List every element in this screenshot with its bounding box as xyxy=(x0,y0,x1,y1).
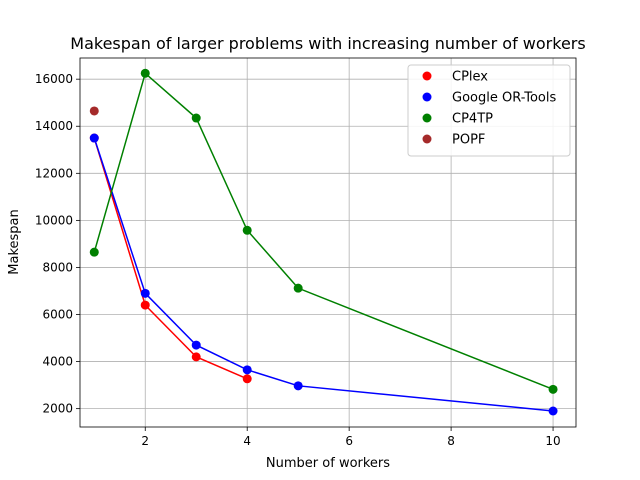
data-point-cp4tp xyxy=(548,384,558,394)
y-tick-label: 14000 xyxy=(35,119,73,133)
data-point-cp4tp xyxy=(242,225,252,235)
legend-label-popf: POPF xyxy=(452,133,485,148)
legend-box xyxy=(407,64,571,157)
series-popf xyxy=(89,106,99,116)
data-point-cplex xyxy=(140,300,150,310)
y-tick-label: 16000 xyxy=(35,72,73,86)
legend-marker-google-or-tools xyxy=(422,92,432,102)
y-tick-label: 6000 xyxy=(42,308,73,322)
data-point-google-or-tools xyxy=(548,406,558,416)
series-google-or-tools xyxy=(89,133,558,416)
data-point-google-or-tools xyxy=(293,381,303,391)
data-point-google-or-tools xyxy=(89,133,99,143)
axis-ticks: 2 4 6 8 10 2000 4000 6000 8000 10000 12000 14000 160… xyxy=(35,72,561,448)
legend-label-google-or-tools: Google OR-Tools xyxy=(452,91,556,106)
legend-label-cp4tp: CP4TP xyxy=(452,112,493,127)
x-axis-label: Number of workers xyxy=(266,456,390,471)
data-point-cp4tp xyxy=(140,68,150,78)
y-tick-label: 8000 xyxy=(42,260,73,274)
x-tick-label: 6 xyxy=(345,434,353,448)
y-axis-label: Makespan xyxy=(7,209,22,274)
y-tick-label: 12000 xyxy=(35,166,73,180)
data-point-cplex xyxy=(242,374,252,384)
x-tick-label: 2 xyxy=(141,434,149,448)
data-point-google-or-tools xyxy=(140,288,150,298)
legend: CPlex Google OR-Tools CP4TP POPF xyxy=(407,64,571,157)
y-tick-label: 4000 xyxy=(42,355,73,369)
x-tick-label: 4 xyxy=(243,434,251,448)
data-point-cp4tp xyxy=(89,247,99,257)
x-tick-label: 10 xyxy=(545,434,560,448)
series-line-cp4tp xyxy=(93,71,554,391)
data-point-google-or-tools xyxy=(191,340,201,350)
series-cplex xyxy=(89,133,252,384)
data-point-google-or-tools xyxy=(242,365,252,375)
series-layer xyxy=(89,68,558,416)
y-tick-label: 2000 xyxy=(42,402,73,416)
y-tick-label: 10000 xyxy=(35,213,73,227)
series-line-google-or-tools xyxy=(93,137,554,412)
legend-marker-cplex xyxy=(422,71,432,81)
data-point-cplex xyxy=(191,352,201,362)
x-tick-label: 8 xyxy=(447,434,455,448)
legend-label-cplex: CPlex xyxy=(452,70,488,85)
legend-marker-popf xyxy=(422,134,432,144)
series-cp4tp xyxy=(89,68,558,394)
plot-frame xyxy=(79,57,577,428)
chart-title: Makespan of larger problems with increas… xyxy=(70,34,585,53)
data-point-cp4tp xyxy=(293,283,303,293)
legend-marker-cp4tp xyxy=(422,113,432,123)
data-point-cp4tp xyxy=(191,113,201,123)
data-point-popf xyxy=(89,106,99,116)
series-line-cplex xyxy=(93,137,248,380)
